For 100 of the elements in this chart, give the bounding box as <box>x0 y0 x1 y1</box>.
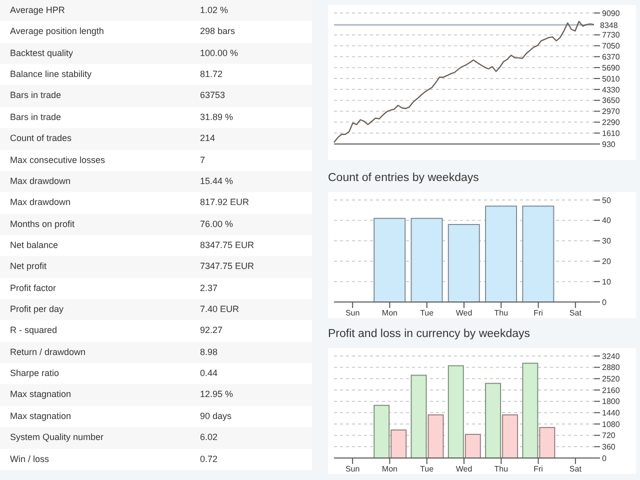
y-tick-label: 50 <box>602 196 612 205</box>
text: 31.89 % <box>200 112 234 122</box>
bar <box>539 426 556 458</box>
bar <box>448 365 464 458</box>
text: 12.95 % <box>200 389 234 400</box>
category-label: Bars in trade <box>10 110 62 124</box>
x-tick-label: Tue <box>420 464 434 474</box>
text: 0.44 <box>200 368 218 378</box>
x-tick-label: Thu <box>494 308 508 318</box>
y-tick-label: 3240 <box>602 352 620 361</box>
y-tick-label: 9090 <box>602 8 620 18</box>
category-label: Max stagnation <box>10 388 72 402</box>
category-label: Net balance <box>10 238 58 252</box>
category-label: Win / loss <box>10 452 50 466</box>
category-label: Average HPR <box>10 4 65 17</box>
y-tick-label: 2160 <box>602 386 620 395</box>
category-label: Net profit <box>10 260 47 274</box>
text: 8.98 <box>200 346 218 357</box>
x-tick-label: Sun <box>345 464 360 474</box>
x-tick-label: Tue <box>420 308 434 318</box>
x-tick-label: Wed <box>456 464 472 474</box>
text: 7 <box>200 154 206 165</box>
text: 2.37 <box>200 282 218 293</box>
text: 298 bars <box>200 26 236 36</box>
y-tick-label: 5010 <box>602 74 620 84</box>
y-tick-label: 1080 <box>602 420 620 429</box>
chart-title: Count of entries by weekdays <box>328 171 480 186</box>
text: 214 <box>200 133 216 144</box>
text: 8347.75 EUR <box>200 240 254 250</box>
y-tick-label: 4330 <box>602 85 620 94</box>
category-label: Backtest quality <box>10 46 74 60</box>
y-tick-label: 2520 <box>602 374 620 384</box>
category-label: System Quality number <box>10 431 104 444</box>
category-label: Average position length <box>10 25 104 38</box>
text: 6.02 <box>200 432 218 442</box>
category-label: Profit per day <box>10 303 64 316</box>
category-label: Bars in trade <box>10 89 62 102</box>
x-tick-label: Sat <box>569 464 582 474</box>
y-tick-label: 0 <box>602 454 607 463</box>
bar <box>485 206 518 302</box>
text: 7.40 EUR <box>200 304 240 314</box>
y-tick-label: 40 <box>602 216 612 226</box>
category-label: Max stagnation <box>10 410 72 423</box>
bar <box>410 374 427 458</box>
text: 92.27 <box>200 325 223 336</box>
text: 76.00 % <box>200 218 234 229</box>
y-tick-label: 7730 <box>602 30 620 40</box>
y-tick-label: 1800 <box>602 397 620 406</box>
y-tick-label: 720 <box>602 431 616 440</box>
bar <box>428 414 444 458</box>
y-tick-label: 2880 <box>602 363 620 372</box>
y-tick-label: 30 <box>602 236 612 246</box>
y-tick-label: 930 <box>602 140 616 149</box>
bar <box>522 362 538 458</box>
bar <box>390 429 407 458</box>
x-tick-label: Thu <box>494 464 508 474</box>
y-tick-label: 0 <box>602 298 607 307</box>
category-label: Sharpe ratio <box>10 367 60 380</box>
category-label: Count of trades <box>10 132 72 146</box>
x-tick-label: Sat <box>569 308 582 318</box>
bar <box>374 404 390 458</box>
y-tick-label: 10 <box>602 277 612 286</box>
bar <box>374 218 406 302</box>
y-tick-label: 1610 <box>602 128 620 138</box>
category-label: Max drawdown <box>10 174 71 188</box>
y-tick-label: 7050 <box>602 42 620 51</box>
text: 7347.75 EUR <box>200 261 254 272</box>
y-tick-label: 20 <box>602 257 612 266</box>
text: 81.72 <box>200 69 223 80</box>
y-tick-label: 2970 <box>602 107 620 116</box>
category-label: Max consecutive losses <box>10 154 106 167</box>
x-tick-label: Mon <box>382 464 398 474</box>
category-label: Balance line stability <box>10 68 92 82</box>
x-tick-label: Wed <box>456 308 472 318</box>
y-tick-label: 3650 <box>602 96 620 106</box>
x-tick-label: Fri <box>534 308 544 318</box>
category-label: R - squared <box>10 324 58 338</box>
text: 90 days <box>200 410 232 421</box>
bar <box>502 414 518 458</box>
category-label: Max drawdown <box>10 196 71 210</box>
x-tick-label: Fri <box>534 464 544 474</box>
bar <box>464 434 481 458</box>
text: 1.02 % <box>200 5 228 15</box>
x-tick-label: Sun <box>345 308 360 318</box>
text: 817.92 EUR <box>200 197 250 208</box>
bar <box>410 218 443 302</box>
text: 15.44 % <box>200 176 234 186</box>
text: 0.72 <box>200 454 218 464</box>
category-label: Months on profit <box>10 218 75 231</box>
y-tick-label: 1440 <box>602 408 620 418</box>
category-label: Return / drawdown <box>10 346 86 359</box>
category-label: Profit factor <box>10 282 56 295</box>
text: 100.00 % <box>200 48 238 58</box>
bar <box>522 206 554 302</box>
y-tick-label: 5690 <box>602 63 620 72</box>
bar <box>485 382 502 458</box>
text: 63753 <box>200 90 226 100</box>
y-tick-label: 360 <box>602 442 616 452</box>
x-tick-label: Mon <box>382 308 398 318</box>
y-tick-label: 6370 <box>602 52 620 62</box>
